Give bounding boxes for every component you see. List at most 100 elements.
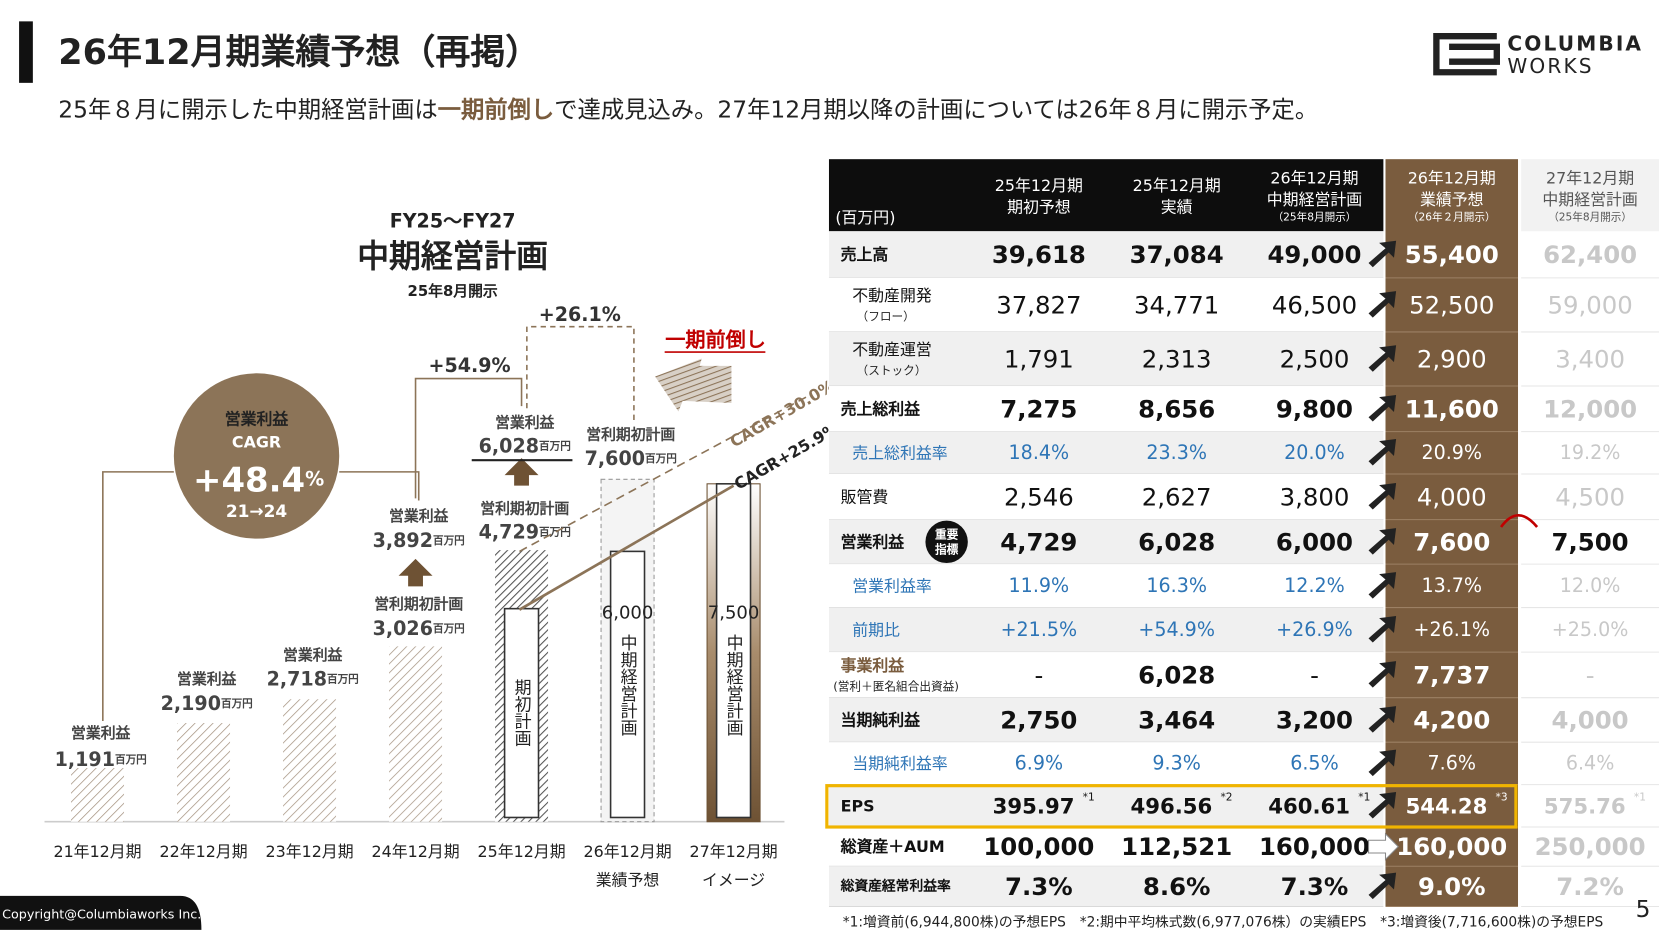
plan-label: 中期経営計画: [724, 634, 744, 736]
text-part: 百万円: [221, 698, 253, 710]
cell: 49,000: [1267, 240, 1361, 269]
footnote: *1:増資前(6,944,800株)の予想EPS *2:期中平均株式数(6,97…: [843, 913, 1604, 930]
x-tick-label: 27年12月期: [690, 842, 778, 861]
column-header: 26年12月期: [1408, 169, 1496, 188]
cell: 7.3%: [1281, 872, 1349, 901]
copyright-bg: [0, 895, 202, 930]
cell-note: *3: [1496, 791, 1508, 803]
plan-label-title: 営利期初計画: [374, 595, 463, 613]
row-arrow: [1368, 749, 1397, 777]
cell: +26.9%: [1276, 619, 1353, 641]
cagr-title: 営業利益: [225, 409, 289, 428]
logo-text: COLUMBIA: [1507, 32, 1643, 56]
row-sublabel: (営利＋匿名組合出資益): [833, 680, 959, 694]
row-label: 総資産経常利益率: [840, 877, 951, 894]
growth-label: +54.9%: [429, 355, 511, 377]
bar-label-title: 営業利益: [495, 414, 554, 432]
cell: 160,000: [1396, 832, 1507, 861]
bar-label-title: 営利期初計画: [586, 425, 675, 443]
decrease-arc: [1499, 514, 1539, 528]
row-arrow: [1368, 240, 1397, 268]
cell: 2,750: [1000, 705, 1077, 734]
cell: 1,791: [1004, 344, 1074, 373]
row-arrow: [1368, 439, 1397, 466]
text-part: 7,600: [585, 448, 645, 470]
cell: -: [1034, 660, 1043, 689]
cell: +25.0%: [1552, 619, 1629, 641]
cell-note: *1: [1634, 791, 1646, 803]
row-label: 売上高: [841, 245, 889, 264]
bar: [283, 699, 337, 822]
row-arrow: [1368, 291, 1397, 318]
cell: 9.0%: [1418, 872, 1486, 901]
highlight-row: [825, 784, 1518, 829]
chart-title: FY25～FY27: [390, 211, 516, 233]
row-bg: [828, 431, 1384, 475]
header-cell: [1521, 159, 1659, 232]
bar: [389, 646, 443, 822]
cell: 6,028: [1138, 527, 1215, 556]
cagr-value: +48.4%: [193, 460, 324, 499]
cell: 2,313: [1142, 344, 1212, 373]
cell: 3,800: [1280, 482, 1350, 511]
cell-note: *2: [1220, 791, 1232, 803]
cell: 2,627: [1142, 482, 1212, 511]
cell: 3,464: [1138, 705, 1215, 734]
cell: 23.3%: [1146, 442, 1207, 464]
cell: 11.9%: [1009, 575, 1070, 597]
cell: 11,600: [1405, 394, 1499, 423]
cell: 3,200: [1276, 705, 1353, 734]
bar: [71, 768, 125, 822]
cell: 12.0%: [1560, 575, 1621, 597]
row-bg: [828, 652, 1384, 698]
row-arrow: [1368, 832, 1399, 861]
bar-value-label: 3,892百万円: [373, 530, 465, 552]
chart-subheading: 25年8月開示: [408, 282, 498, 300]
row-label: 売上総利益: [841, 399, 921, 418]
cell: 37,084: [1130, 240, 1224, 269]
bar-value-label: 2,190百万円: [161, 693, 253, 715]
cell: 4,000: [1417, 482, 1487, 511]
row-label: 販管費: [841, 487, 889, 506]
row-label: 前期比: [852, 620, 900, 639]
text-part: 2,190: [161, 693, 221, 715]
text-part: 3,892: [373, 530, 433, 552]
column-header: 実績: [1161, 197, 1193, 216]
cell: 20.9%: [1421, 442, 1482, 464]
row-arrow: [1368, 345, 1397, 372]
cell: 100,000: [983, 832, 1094, 861]
row-label: 総資産＋AUM: [840, 837, 945, 856]
bar-label-title: 営業利益: [177, 670, 236, 688]
bar-value-label: 1,191百万円: [55, 749, 147, 771]
text-part: 2,718: [267, 669, 327, 691]
row-arrow: [1368, 572, 1397, 599]
cell: 2,900: [1417, 344, 1487, 373]
title-bar: [19, 21, 33, 83]
cell: 4,000: [1552, 705, 1629, 734]
text-part: で達成見込み。27年12月期以降の計画については26年８月に開示予定。: [554, 96, 1318, 123]
x-tick-label: 26年12月期: [583, 842, 671, 861]
x-tick-label: 25年12月期: [477, 842, 565, 861]
row-arrow: [1368, 872, 1397, 900]
column-header: 26年12月期: [1270, 169, 1358, 188]
text-part: 1,191: [55, 749, 115, 771]
growth-bracket: [414, 377, 523, 499]
badge: [925, 520, 968, 564]
subtitle: 25年８月に開示した中期経営計画は一期前倒しで達成見込み。27年12月期以降の計…: [58, 95, 1318, 123]
cell: 395.97: [993, 793, 1075, 818]
row-sublabel: （ストック）: [857, 364, 927, 378]
cell: 6,000: [1276, 527, 1353, 556]
row-label: 不動産開発: [852, 286, 932, 305]
row-bg: [828, 607, 1384, 653]
cell: 7,275: [1000, 394, 1077, 423]
bar-value-label: 6,028百万円: [479, 435, 571, 457]
cell: 16.3%: [1146, 575, 1207, 597]
cell: 250,000: [1535, 832, 1646, 861]
row-bg: [828, 784, 1384, 828]
row-sublabel: （フロー）: [857, 310, 915, 324]
cell: 34,771: [1134, 290, 1219, 319]
row-bg: [828, 386, 1384, 432]
cagr-label: CAGR: [232, 433, 281, 452]
bar-label-title: 営業利益: [71, 724, 130, 742]
column-header: 27年12月期: [1546, 169, 1634, 188]
